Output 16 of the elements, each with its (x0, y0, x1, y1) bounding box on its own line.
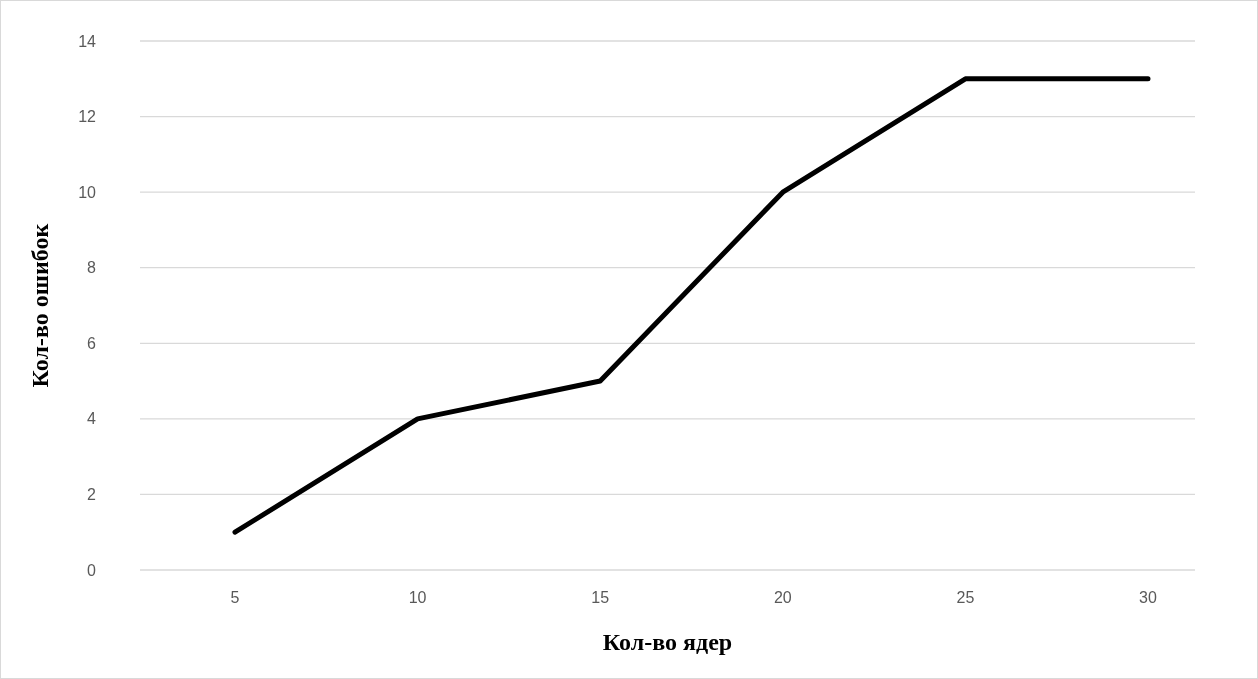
y-tick-label: 14 (78, 32, 97, 50)
x-axis-title: Кол-во ядер (602, 629, 733, 655)
x-tick-label: 25 (956, 589, 975, 606)
y-tick-label: 0 (87, 561, 97, 579)
x-tick-label: 5 (230, 589, 240, 606)
y-tick-label: 8 (87, 259, 97, 277)
y-tick-label: 10 (78, 183, 97, 201)
x-tick-label: 15 (591, 589, 610, 606)
y-axis-title: Кол-во ошибок (27, 223, 53, 388)
x-tick-label: 20 (773, 589, 792, 606)
y-tick-label: 2 (87, 486, 97, 504)
x-tick-label: 30 (1139, 589, 1157, 606)
x-tick-label: 10 (408, 589, 427, 606)
y-tick-label: 12 (78, 108, 97, 126)
y-tick-label: 4 (87, 410, 97, 428)
y-tick-label: 6 (87, 334, 97, 352)
